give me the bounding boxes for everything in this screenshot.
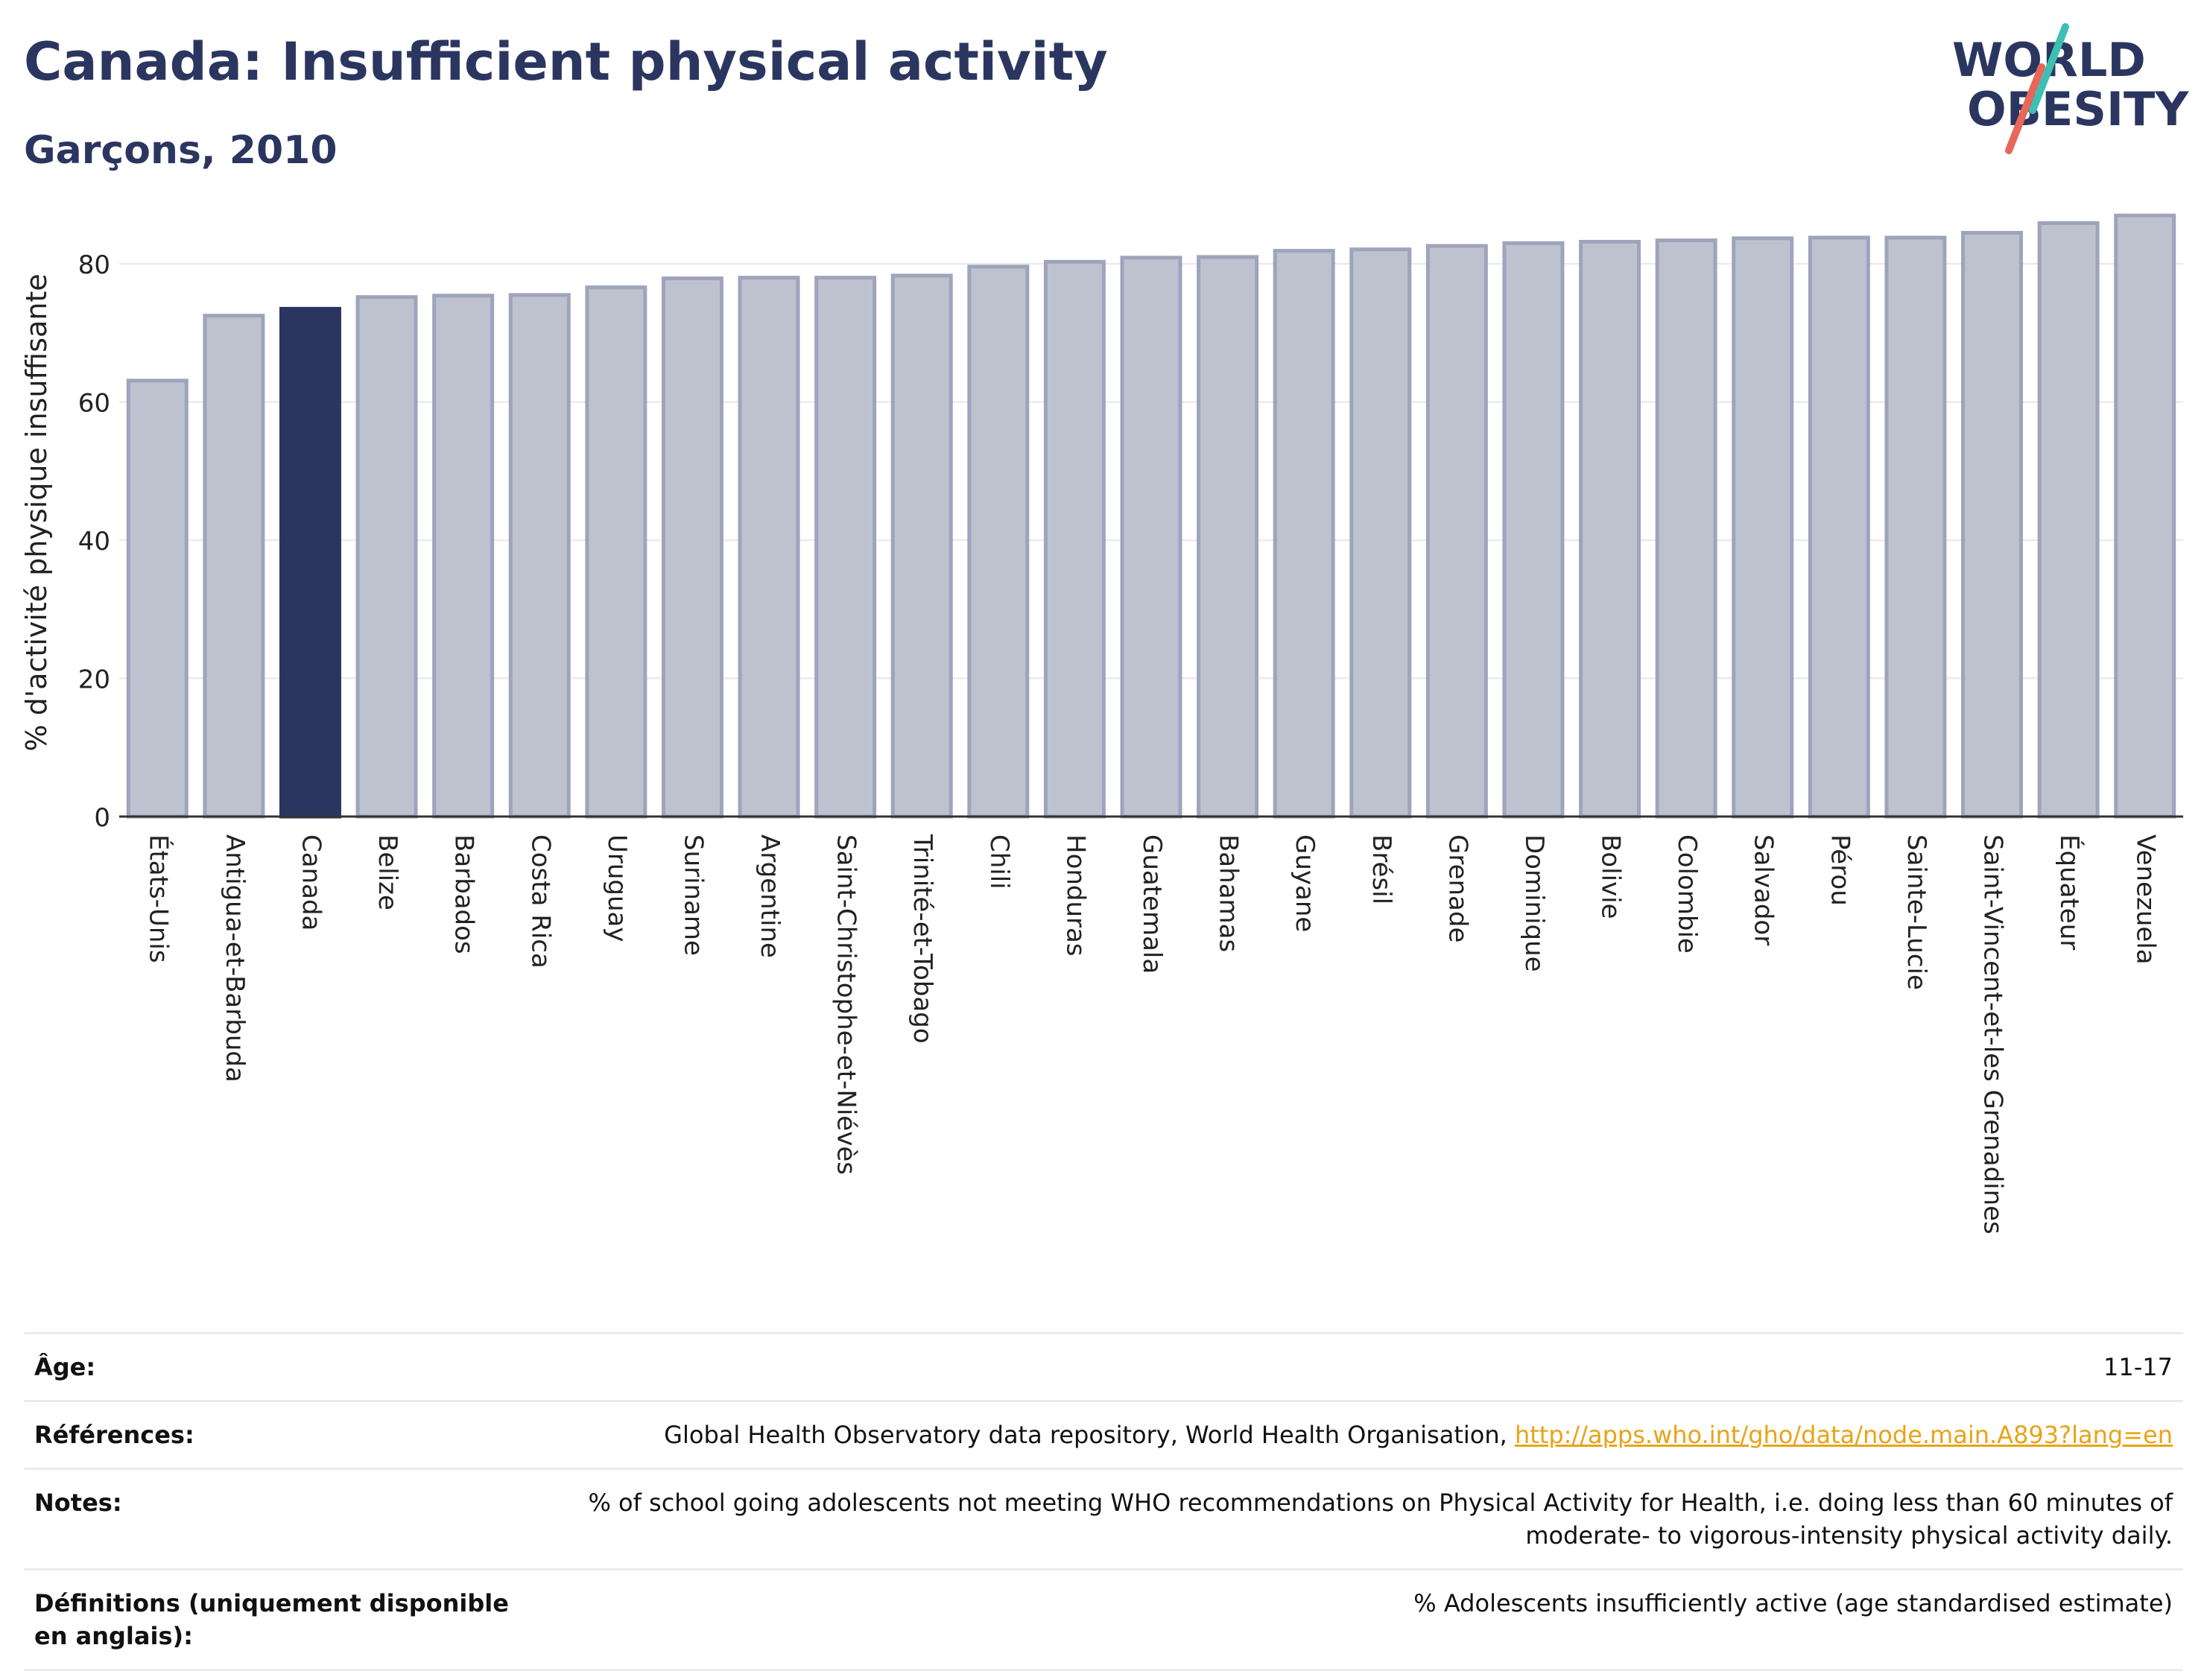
- x-tick-label: Saint-Christophe-et-Niévès: [832, 834, 861, 1175]
- bar: [203, 314, 265, 819]
- chart-subtitle: Garçons, 2010: [24, 128, 338, 173]
- bar: [355, 295, 418, 819]
- bar: [738, 276, 800, 819]
- x-tick-label: Sainte-Lucie: [1901, 834, 1931, 990]
- bar: [1961, 230, 2024, 819]
- notes-label: Notes:: [34, 1489, 122, 1517]
- x-tick-label: Trinité-et-Tobago: [908, 834, 937, 1044]
- x-tick-label: Colombie: [1672, 834, 1702, 954]
- bar: [1425, 244, 1488, 819]
- x-tick-label: Barbados: [449, 834, 479, 954]
- x-tick-label: Bahamas: [1214, 834, 1244, 952]
- bar: [1349, 247, 1412, 819]
- references-text: Global Health Observatory data repositor…: [664, 1421, 1507, 1449]
- bar: [585, 285, 647, 819]
- x-tick-label: Brésil: [1367, 834, 1396, 904]
- bar: [814, 276, 877, 819]
- logo-slash-red: [2005, 63, 2045, 154]
- bar: [1120, 256, 1182, 819]
- bar: [508, 293, 571, 819]
- x-tick-label: Grenade: [1443, 834, 1472, 942]
- x-tick-label: Saint-Vincent-et-les Grenadines: [1978, 834, 2008, 1234]
- age-label: Âge:: [34, 1353, 96, 1381]
- y-tick-label: 40: [78, 527, 110, 557]
- x-tick-label: Dominique: [1519, 834, 1549, 972]
- x-tick-label: Guyane: [1290, 834, 1320, 932]
- meta-row-references: Références: Global Health Observatory da…: [24, 1400, 2183, 1468]
- definitions-value: % Adolescents insufficiently active (age…: [1413, 1589, 2173, 1617]
- bar: [1808, 235, 1870, 819]
- x-tick-label: États-Unis: [143, 834, 174, 963]
- age-value: 11-17: [2103, 1353, 2173, 1381]
- y-tick-label: 20: [78, 665, 110, 695]
- x-tick-label: Belize: [373, 834, 402, 910]
- x-tick-label: Canada: [296, 834, 326, 931]
- x-tick-label: Suriname: [678, 834, 708, 956]
- bar: [890, 273, 953, 819]
- bar: [1579, 240, 1641, 819]
- x-tick-label: Antigua-et-Barbuda: [220, 834, 250, 1083]
- y-tick-label: 0: [94, 803, 110, 833]
- metadata-table: Âge: 11-17 Références: Global Health Obs…: [24, 1332, 2183, 1671]
- bar: [279, 306, 341, 819]
- notes-line-2: moderate- to vigorous-intensity physical…: [1525, 1521, 2173, 1550]
- y-tick-label: 60: [78, 389, 110, 419]
- x-tick-label: Venezuela: [2131, 834, 2161, 965]
- y-tick-label: 80: [78, 250, 110, 280]
- bar: [661, 276, 723, 819]
- bar: [1043, 259, 1106, 819]
- y-axis-label: % d'activité physique insuffisante: [20, 273, 53, 751]
- bar: [2037, 221, 2100, 819]
- meta-row-age: Âge: 11-17: [24, 1332, 2183, 1400]
- bar: [126, 378, 189, 819]
- references-link[interactable]: http://apps.who.int/gho/data/node.main.A…: [1514, 1421, 2173, 1449]
- logo-slash-teal: [2029, 23, 2069, 114]
- x-tick-label: Uruguay: [602, 834, 632, 942]
- bar: [1884, 235, 1947, 819]
- x-tick-label: Bolivie: [1596, 834, 1626, 919]
- x-tick-label: Équateur: [2054, 834, 2085, 950]
- references-value: Global Health Observatory data repositor…: [541, 1419, 2173, 1451]
- x-tick-label: Argentine: [755, 834, 785, 958]
- logo-word-obesity: OBESITY: [1967, 82, 2189, 136]
- bar: [1502, 241, 1565, 819]
- x-tick-label: Guatemala: [1137, 834, 1167, 974]
- x-tick-label: Salvador: [1749, 834, 1779, 945]
- world-obesity-logo: WORLD OBESITY: [1952, 23, 2189, 154]
- bar-chart: 0 20 40 60 80 États-Unis Antigua-et-Barbuda Can…: [20, 213, 2183, 1234]
- bar: [967, 264, 1030, 819]
- bar: [2114, 213, 2176, 819]
- x-tick-label: Honduras: [1060, 834, 1090, 957]
- x-tick-label: Pérou: [1825, 834, 1855, 906]
- bar: [1655, 238, 1717, 819]
- x-tick-label: Chili: [984, 834, 1014, 890]
- notes-line-1: % of school going adolescents not meetin…: [588, 1489, 2173, 1517]
- meta-row-definitions: Définitions (uniquement disponible en an…: [24, 1568, 2183, 1671]
- chart-title: Canada: Insufficient physical activity: [24, 31, 1108, 92]
- references-label: Références:: [34, 1421, 194, 1449]
- x-tick-label: Costa Rica: [525, 834, 555, 969]
- bar: [1273, 249, 1335, 819]
- bar: [432, 294, 495, 819]
- bar: [1197, 255, 1259, 819]
- definitions-label: Définitions (uniquement disponible en an…: [34, 1589, 509, 1650]
- meta-row-notes: Notes: % of school going adolescents not…: [24, 1468, 2183, 1568]
- bar: [1732, 236, 1794, 819]
- notes-value: % of school going adolescents not meetin…: [541, 1486, 2173, 1552]
